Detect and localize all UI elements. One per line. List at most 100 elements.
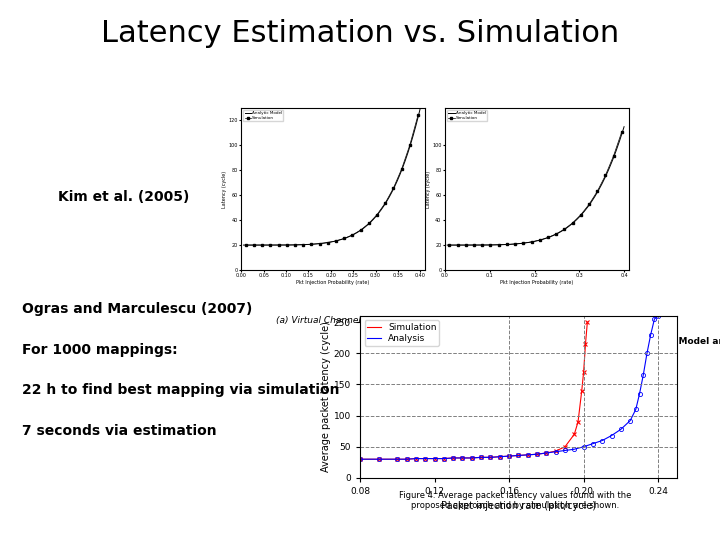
Analysis [439, 455, 448, 462]
Simulation [478, 242, 487, 248]
Simulation [577, 212, 585, 218]
Simulation [495, 241, 503, 248]
Line: Simulation: Simulation [448, 130, 624, 246]
Simulation [505, 453, 513, 460]
Simulation [266, 242, 274, 248]
Y-axis label: Latency (cycle): Latency (cycle) [426, 171, 431, 207]
Analytic Model [476, 242, 485, 248]
Analysis [643, 350, 652, 356]
Simulation [570, 431, 579, 437]
Analysis [639, 372, 647, 379]
Simulation [291, 242, 300, 248]
Analysis [467, 455, 476, 461]
Simulation [585, 201, 593, 208]
Simulation [412, 455, 420, 462]
Analysis [635, 390, 644, 397]
Simulation [593, 188, 601, 195]
Simulation [307, 241, 315, 247]
Legend: Analytic Model, Simulation: Analytic Model, Simulation [243, 110, 284, 122]
Line: Analysis: Analysis [360, 316, 658, 459]
Simulation [454, 242, 462, 248]
X-axis label: Pkt Injection Probability (rate): Pkt Injection Probability (rate) [500, 280, 573, 285]
Analysis [477, 454, 485, 461]
Text: Ogras and Marculescu (2007): Ogras and Marculescu (2007) [22, 302, 252, 316]
Simulation [609, 152, 618, 159]
Analytic Model [605, 166, 613, 172]
Simulation [536, 237, 544, 244]
Analysis [486, 454, 495, 461]
Simulation [374, 456, 383, 462]
Simulation [393, 456, 402, 462]
Analytic Model [620, 124, 629, 130]
Analysis [393, 456, 402, 462]
Simulation [580, 369, 588, 375]
Simulation [477, 454, 485, 461]
Text: For 1000 mappings:: For 1000 mappings: [22, 343, 177, 357]
Simulation [510, 241, 519, 247]
Simulation [458, 455, 467, 461]
Simulation [364, 220, 373, 227]
Simulation [431, 455, 439, 462]
Analytic Model [454, 242, 462, 248]
Analysis [449, 455, 457, 461]
Analysis [616, 426, 625, 433]
Simulation [439, 455, 448, 462]
Analytic Model [246, 242, 255, 248]
Line: Analytic Model: Analytic Model [243, 108, 420, 245]
Simulation [560, 226, 569, 232]
Analysis [514, 452, 523, 458]
Line: Simulation: Simulation [360, 322, 588, 459]
Text: (b) Path-Sensitive Router: (b) Path-Sensitive Router [487, 316, 600, 325]
Simulation [258, 242, 266, 248]
Analysis [570, 446, 579, 453]
Analytic Model [611, 150, 619, 157]
Simulation [527, 239, 536, 245]
Analysis [374, 456, 383, 462]
Analysis [598, 437, 606, 444]
Analysis [505, 453, 513, 460]
Analysis [495, 454, 504, 460]
Analysis [402, 456, 411, 462]
Analysis [431, 455, 439, 462]
Analysis [421, 455, 430, 462]
Simulation [449, 455, 457, 461]
Simulation [552, 231, 560, 237]
Simulation [402, 456, 411, 462]
Text: Latency Estimation vs. Simulation: Latency Estimation vs. Simulation [101, 19, 619, 48]
Simulation [503, 241, 511, 248]
Simulation [486, 454, 495, 461]
Simulation [274, 242, 283, 248]
Simulation [533, 451, 541, 457]
Simulation [574, 418, 582, 425]
Simulation [544, 234, 552, 241]
Simulation [315, 240, 324, 247]
Simulation [340, 235, 348, 242]
Simulation [405, 141, 414, 148]
Analysis [631, 406, 640, 413]
Analysis [356, 456, 364, 462]
Simulation [618, 129, 626, 135]
Analytic Model [250, 242, 258, 248]
Analysis [607, 433, 616, 439]
Legend: Analytic Model, Simulation: Analytic Model, Simulation [447, 110, 487, 122]
Simulation [495, 454, 504, 460]
Analysis [626, 417, 634, 424]
Simulation [486, 242, 495, 248]
Simulation [552, 448, 560, 454]
Analysis [552, 449, 560, 455]
Text: Figure 4. Average packet latency values found with the
proposed approach and by : Figure 4. Average packet latency values … [399, 491, 631, 510]
Analysis [647, 332, 655, 338]
Text: Figure 5:  Performance Comparison in Analytical Model and
Simulation: Figure 5: Performance Comparison in Anal… [428, 338, 720, 357]
Analysis [654, 313, 662, 319]
Text: 22 h to find best mapping via simulation: 22 h to find best mapping via simulation [22, 383, 339, 397]
Simulation [332, 238, 341, 244]
Analytic Model [443, 242, 451, 248]
Simulation [601, 172, 610, 179]
Analysis [542, 450, 551, 456]
Analytic Model [287, 242, 295, 248]
Simulation [397, 166, 406, 172]
Analysis [533, 451, 541, 457]
Y-axis label: Latency (cycle): Latency (cycle) [222, 171, 227, 207]
Simulation [514, 452, 523, 458]
Simulation [282, 242, 291, 248]
